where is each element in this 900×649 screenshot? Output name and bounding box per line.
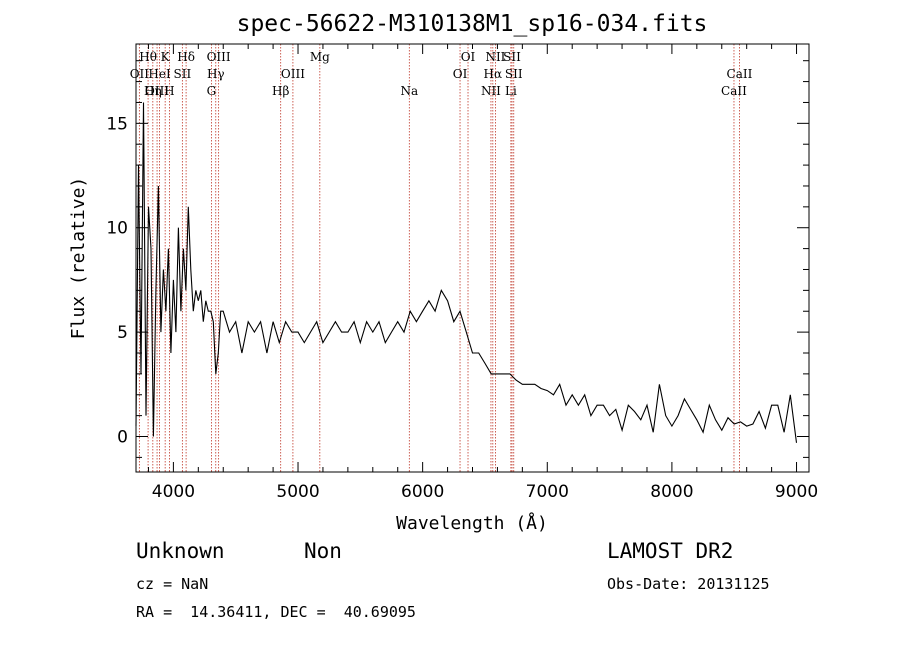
y-axis: 0 5 10 15 bbox=[106, 60, 809, 458]
line-label-11: G bbox=[207, 84, 217, 98]
chart-title: spec-56622-M310138M1_sp16-034.fits bbox=[237, 11, 708, 37]
x-tick-label-9000: 9000 bbox=[775, 482, 818, 502]
line-label-6: SII bbox=[174, 67, 192, 81]
y-tick-label-10: 10 bbox=[106, 219, 128, 239]
y-axis-label: Flux (relative) bbox=[68, 177, 89, 340]
line-label-14: Hβ bbox=[272, 84, 289, 98]
line-label-13: OIII bbox=[281, 67, 305, 81]
line-label-12: Mg bbox=[310, 50, 330, 64]
x-tick-label-4000: 4000 bbox=[152, 482, 195, 502]
y-tick-label-0: 0 bbox=[117, 428, 128, 448]
line-label-2: OIII bbox=[145, 84, 169, 98]
line-label-18: NII bbox=[485, 50, 505, 64]
line-label-15: Na bbox=[400, 84, 418, 98]
line-label-3: HeI bbox=[148, 67, 171, 81]
spectral-line-markers bbox=[138, 44, 740, 472]
x-tick-label-5000: 5000 bbox=[276, 482, 319, 502]
line-label-4: Hη bbox=[144, 84, 162, 98]
spectral-class: Unknown bbox=[136, 539, 225, 563]
plot-frame bbox=[135, 43, 810, 473]
line-label-24: CaII bbox=[727, 67, 753, 81]
spectral-subclass: Non bbox=[304, 539, 342, 563]
line-label-8: Hδ bbox=[177, 50, 195, 64]
line-label-5: K bbox=[161, 50, 171, 64]
x-axis: 4000 5000 6000 7000 8000 9000 bbox=[147, 44, 818, 502]
line-label-7: H bbox=[164, 84, 174, 98]
survey-name: LAMOST DR2 bbox=[607, 539, 734, 563]
line-label-1: Hθ bbox=[139, 50, 157, 64]
line-label-16: OI bbox=[461, 50, 476, 64]
line-label-22: NII bbox=[481, 84, 501, 98]
line-label-9: OIII bbox=[207, 50, 231, 64]
x-axis-label: Wavelength (Å) bbox=[396, 512, 548, 534]
redshift-cz: cz = NaN bbox=[136, 575, 209, 593]
line-label-21: SII bbox=[505, 67, 523, 81]
x-tick-label-8000: 8000 bbox=[650, 482, 693, 502]
line-label-20: Hα bbox=[484, 67, 503, 81]
spectrum-series-line bbox=[135, 102, 798, 443]
y-tick-label-5: 5 bbox=[117, 323, 128, 343]
line-label-10: Hγ bbox=[207, 67, 225, 81]
line-label-23: Li bbox=[505, 84, 517, 98]
line-label-0: OII bbox=[130, 67, 150, 81]
line-label-25: CaII bbox=[721, 84, 747, 98]
observation-date: Obs-Date: 20131125 bbox=[607, 575, 770, 593]
x-tick-label-7000: 7000 bbox=[526, 482, 569, 502]
x-tick-label-6000: 6000 bbox=[401, 482, 444, 502]
line-label-19: SII bbox=[503, 50, 521, 64]
y-tick-label-15: 15 bbox=[106, 114, 128, 134]
line-label-17: OI bbox=[453, 67, 468, 81]
ra-dec: RA = 14.36411, DEC = 40.69095 bbox=[136, 603, 416, 621]
